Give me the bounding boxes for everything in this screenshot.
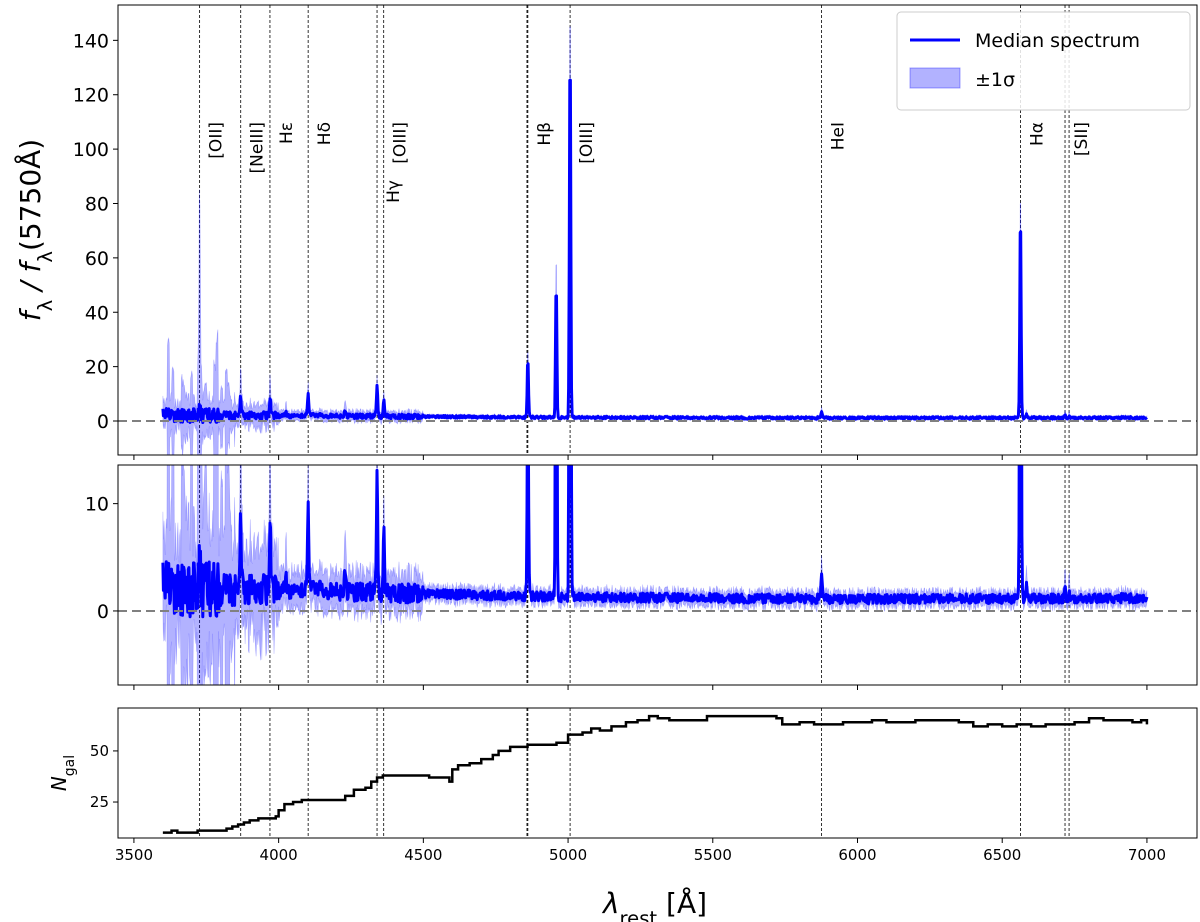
y-tick-label: 40 bbox=[85, 302, 109, 324]
emission-line-label: [SII] bbox=[1072, 122, 1092, 156]
y-tick-label: 0 bbox=[97, 601, 109, 623]
panel-zoomed-spectrum: 0 10 bbox=[85, 464, 1198, 690]
x-tick-label: 5000 bbox=[549, 846, 587, 864]
axes-frame bbox=[117, 464, 1198, 686]
median-spectrum-line bbox=[161, 78, 1148, 424]
x-tick-label: 4500 bbox=[404, 846, 442, 864]
y-tick-label: 60 bbox=[85, 248, 109, 270]
axes-frame bbox=[117, 4, 1198, 456]
emission-line-label: [OIII] bbox=[577, 122, 597, 164]
y-tick-label: 80 bbox=[85, 193, 109, 215]
y-tick-label: 140 bbox=[73, 30, 109, 52]
y-axis-label: Ngal bbox=[47, 755, 78, 791]
y-tick-label: 100 bbox=[73, 139, 109, 161]
legend-median-label: Median spectrum bbox=[975, 30, 1140, 52]
plot-area bbox=[161, 465, 1149, 685]
x-tick-label: 5500 bbox=[694, 846, 732, 864]
y-tick-label: 0 bbox=[97, 411, 109, 433]
legend-box bbox=[896, 11, 1191, 111]
ngal-step-line bbox=[162, 714, 1149, 834]
axes-frame bbox=[117, 707, 1198, 839]
plot-area bbox=[162, 708, 1149, 838]
sigma-band bbox=[162, 465, 1148, 685]
x-tick-label: 4000 bbox=[260, 846, 298, 864]
emission-line-label: Hβ bbox=[535, 122, 555, 146]
x-axis-label: λrest [Å] bbox=[601, 886, 707, 922]
emission-line-label: Hδ bbox=[315, 122, 335, 145]
y-tick-label: 20 bbox=[85, 357, 109, 379]
legend-band-swatch bbox=[909, 67, 961, 89]
y-tick-label: 10 bbox=[85, 494, 109, 516]
y-tick-label: 50 bbox=[90, 742, 109, 760]
emission-line-label: [OIII] bbox=[391, 122, 411, 164]
y-tick-label: 120 bbox=[73, 85, 109, 107]
median-spectrum-line bbox=[161, 465, 1149, 619]
y-axis-label: fλ / fλ(5750Å) bbox=[13, 139, 57, 321]
x-tick-label: 6000 bbox=[838, 846, 876, 864]
y-tick-label: 25 bbox=[90, 793, 109, 811]
emission-line-label: Hε bbox=[277, 122, 297, 144]
x-tick-label: 7000 bbox=[1128, 846, 1166, 864]
emission-line-label: [NeIII] bbox=[248, 122, 268, 173]
panel-galaxy-count: 25 50 3500 4000 4500 5000 5500 6000 6500 7000 Ngal bbox=[47, 707, 1198, 864]
emission-line-label: Hγ bbox=[384, 180, 404, 203]
emission-line-label: Hα bbox=[1027, 122, 1047, 146]
x-tick-label: 6500 bbox=[983, 846, 1021, 864]
legend-band-label: ±1σ bbox=[975, 69, 1015, 91]
emission-line-label: [OII] bbox=[207, 122, 227, 159]
x-tick-label: 3500 bbox=[115, 846, 153, 864]
legend: Median spectrum ±1σ bbox=[896, 11, 1191, 111]
emission-line-label: HeI bbox=[829, 122, 849, 150]
